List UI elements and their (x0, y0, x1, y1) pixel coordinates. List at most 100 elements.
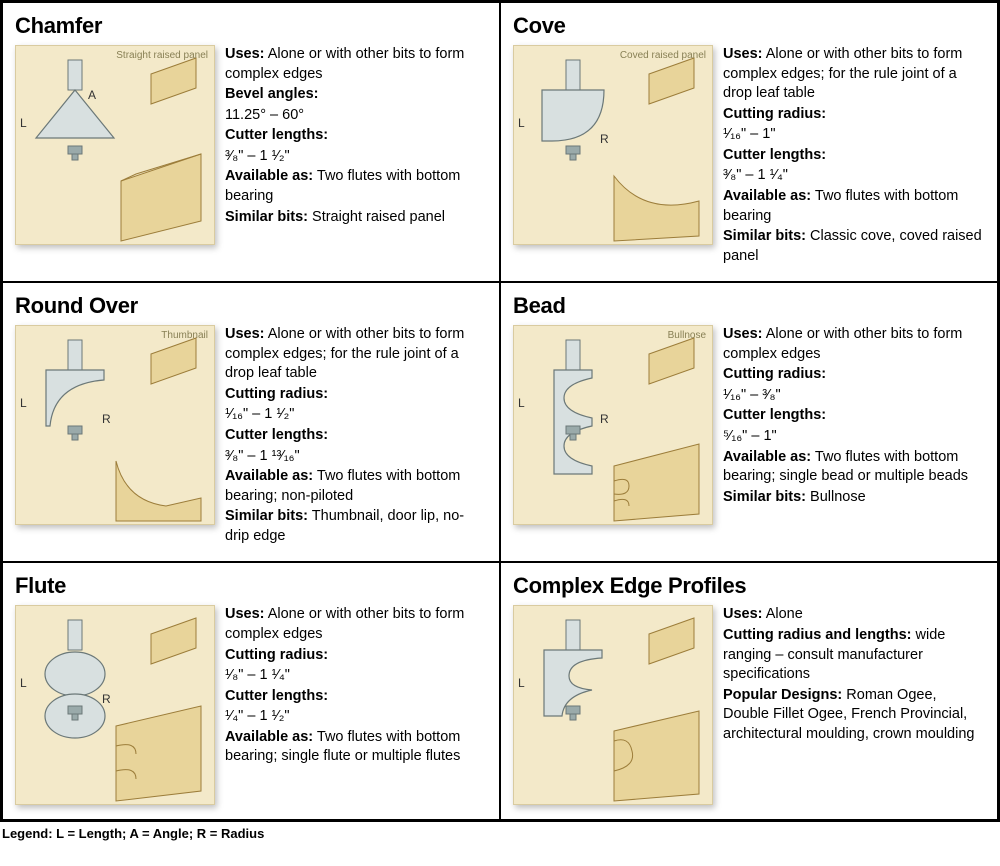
spec-line: Uses: Alone or with other bits to form c… (225, 605, 487, 644)
spec-text: ¹⁄₁₆" – 1 ¹⁄₂" (225, 406, 294, 422)
spec-line: Cutter lengths: (225, 126, 487, 146)
spec-text: Alone (763, 606, 803, 622)
spec-line: ¹⁄₁₆" – 1 ¹⁄₂" (225, 405, 487, 425)
spec-line: ¹⁄₁₆" – ³⁄₈" (723, 386, 985, 406)
spec-label: Available as: (723, 449, 811, 465)
spec-label: Uses: (723, 46, 763, 62)
spec-line: Cutting radius: (225, 646, 487, 666)
spec-line: ¹⁄₄" – 1 ¹⁄₂" (225, 707, 487, 727)
bit-specs: Uses: Alone or with other bits to form c… (723, 45, 985, 267)
spec-line: Similar bits: Bullnose (723, 488, 985, 508)
spec-label: Uses: (225, 326, 265, 342)
bit-illustration: Straight raised panelLA (15, 45, 215, 245)
spec-label: Cutter lengths: (723, 407, 826, 423)
bit-illustration: LR (15, 605, 215, 805)
spec-label: Uses: (225, 46, 265, 62)
bit-cell: Cove Coved raised panelLRUses: Alone or … (500, 2, 998, 282)
spec-line: Uses: Alone or with other bits to form c… (225, 325, 487, 384)
spec-line: Similar bits: Straight raised panel (225, 208, 487, 228)
dim-length: L (20, 116, 27, 130)
spec-label: Available as: (723, 188, 811, 204)
spec-line: ¹⁄₁₆" – 1" (723, 125, 985, 145)
bit-specs: Uses: Alone or with other bits to form c… (225, 605, 487, 805)
spec-line: Cutting radius: (225, 385, 487, 405)
spec-line: Cutter lengths: (723, 406, 985, 426)
spec-line: ⁵⁄₁₆" – 1" (723, 427, 985, 447)
bit-title: Round Over (15, 293, 487, 319)
spec-line: Cutter lengths: (225, 426, 487, 446)
illustration-caption: Coved raised panel (620, 50, 706, 61)
bit-illustration: L (513, 605, 713, 805)
legend-text: Legend: L = Length; A = Angle; R = Radiu… (0, 822, 1000, 843)
bit-cell: Round Over ThumbnailLRUses: Alone or wit… (2, 282, 500, 562)
spec-label: Available as: (225, 729, 313, 745)
dim-radius: R (102, 692, 111, 706)
spec-line: Cutter lengths: (225, 687, 487, 707)
spec-line: Cutter lengths: (723, 146, 985, 166)
bit-cell: Complex Edge Profiles LUses: AloneCuttin… (500, 562, 998, 820)
spec-line: Available as: Two flutes with bottom bea… (225, 167, 487, 206)
spec-line: ³⁄₈" – 1 ¹³⁄₁₆" (225, 447, 487, 467)
spec-text: ¹⁄₁₆" – ³⁄₈" (723, 387, 781, 403)
bit-title: Complex Edge Profiles (513, 573, 985, 599)
spec-text: Straight raised panel (308, 209, 445, 225)
spec-line: ¹⁄₈" – 1 ¹⁄₄" (225, 666, 487, 686)
illustration-caption: Straight raised panel (116, 50, 208, 61)
spec-label: Uses: (225, 606, 265, 622)
dim-length: L (20, 676, 27, 690)
spec-line: Uses: Alone or with other bits to form c… (723, 45, 985, 104)
router-bit-chart: Chamfer Straight raised panelLAUses: Alo… (0, 0, 1000, 822)
spec-line: Uses: Alone (723, 605, 985, 625)
spec-line: Similar bits: Classic cove, coved raised… (723, 227, 985, 266)
spec-label: Similar bits: (225, 508, 308, 524)
spec-label: Cutter lengths: (225, 427, 328, 443)
bit-illustration: BullnoseLR (513, 325, 713, 525)
bit-illustration: ThumbnailLR (15, 325, 215, 525)
spec-text: ¹⁄₈" – 1 ¹⁄₄" (225, 667, 290, 683)
spec-label: Available as: (225, 168, 313, 184)
spec-line: Bevel angles: (225, 85, 487, 105)
spec-label: Similar bits: (225, 209, 308, 225)
spec-label: Cutting radius: (723, 366, 826, 382)
spec-line: 11.25° – 60° (225, 106, 487, 126)
spec-text: ³⁄₈" – 1 ¹⁄₄" (723, 167, 788, 183)
bit-title: Bead (513, 293, 985, 319)
bit-cell: Bead Bullnose L R Uses: Alone or with other… (500, 282, 998, 562)
spec-line: ³⁄₈" – 1 ¹⁄₄" (723, 166, 985, 186)
spec-line: Cutting radius: (723, 105, 985, 125)
spec-text: 11.25° – 60° (225, 107, 304, 123)
bit-illustration: Coved raised panel L R (513, 45, 713, 245)
spec-text: Bullnose (806, 489, 866, 505)
spec-line: Uses: Alone or with other bits to form c… (723, 325, 985, 364)
dim-radius: R (600, 412, 609, 426)
bit-specs: Uses: Alone or with other bits to form c… (723, 325, 985, 525)
dim-length: L (20, 396, 27, 410)
spec-label: Cutting radius: (723, 106, 826, 122)
dim-length: L (518, 676, 525, 690)
spec-line: Available as: Two flutes with bottom bea… (225, 728, 487, 767)
spec-label: Cutting radius: (225, 386, 328, 402)
spec-line: Available as: Two flutes with bottom bea… (723, 187, 985, 226)
spec-text: ¹⁄₄" – 1 ¹⁄₂" (225, 708, 290, 724)
spec-label: Uses: (723, 326, 763, 342)
spec-label: Similar bits: (723, 489, 806, 505)
bit-cell: Flute LRUses: Alone or with other bits t… (2, 562, 500, 820)
dim-radius: R (102, 412, 111, 426)
dim-radius: R (600, 132, 609, 146)
bit-specs: Uses: Alone or with other bits to form c… (225, 45, 487, 245)
spec-text: ¹⁄₁₆" – 1" (723, 126, 775, 142)
spec-label: Bevel angles: (225, 86, 319, 102)
spec-line: Cutting radius: (723, 365, 985, 385)
spec-text: ³⁄₈" – 1 ¹³⁄₁₆" (225, 448, 300, 464)
spec-label: Similar bits: (723, 228, 806, 244)
spec-text: ³⁄₈" – 1 ¹⁄₂" (225, 148, 290, 164)
spec-text: ⁵⁄₁₆" – 1" (723, 428, 777, 444)
spec-line: Popular Designs: Roman Ogee, Double Fill… (723, 686, 985, 745)
spec-line: Uses: Alone or with other bits to form c… (225, 45, 487, 84)
spec-label: Available as: (225, 468, 313, 484)
spec-label: Popular Designs: (723, 687, 842, 703)
bit-specs: Uses: Alone or with other bits to form c… (225, 325, 487, 547)
spec-label: Cutter lengths: (225, 127, 328, 143)
dim-length: L (518, 396, 525, 410)
dim-length: L (518, 116, 525, 130)
